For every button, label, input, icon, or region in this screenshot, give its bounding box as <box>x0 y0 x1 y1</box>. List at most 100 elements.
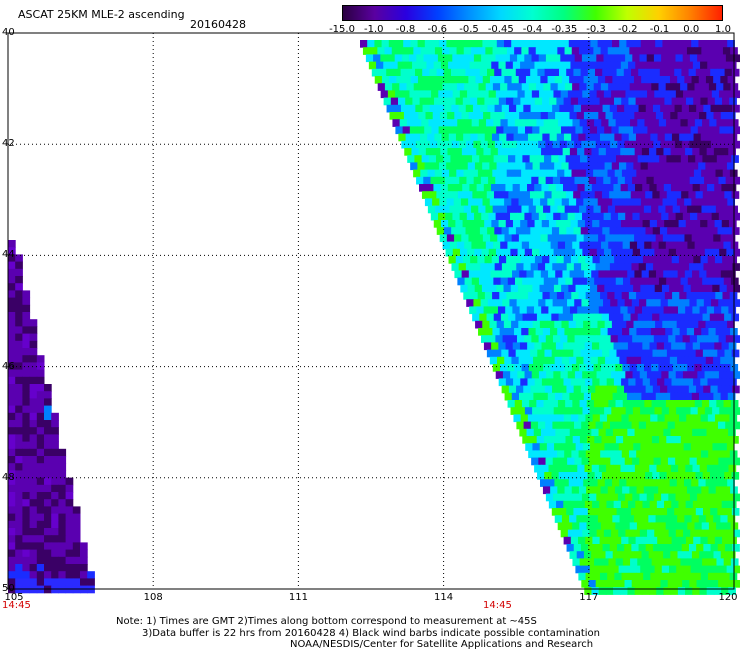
swath-cell <box>482 40 491 48</box>
swath-cell <box>463 133 471 142</box>
swath-cell <box>501 227 510 235</box>
swath-cell <box>558 277 566 286</box>
swath-cell <box>707 97 716 106</box>
swath-cell <box>58 578 67 587</box>
swath-cell <box>710 104 719 113</box>
swath-cell <box>36 463 45 471</box>
swath-cell <box>585 378 593 387</box>
swath-cell <box>29 326 38 335</box>
swath-cell <box>588 299 597 307</box>
swath-cell <box>709 277 718 286</box>
swath-cell <box>625 371 634 379</box>
swath-cell <box>437 54 446 63</box>
swath-cell <box>439 198 448 207</box>
swath-cell <box>504 234 513 243</box>
swath-cell <box>641 428 650 437</box>
swath-cell <box>699 112 707 120</box>
swath-cell <box>631 227 639 235</box>
swath-cell <box>548 184 557 192</box>
swath-cell <box>661 54 669 63</box>
swath-cell <box>569 112 578 120</box>
swath-cell <box>607 572 615 581</box>
swath-cell <box>521 205 530 214</box>
swath-cell <box>591 428 600 437</box>
swath-cell <box>525 443 533 451</box>
swath-cell <box>514 83 523 91</box>
swath-cell <box>508 385 517 394</box>
swath-cell <box>541 148 549 156</box>
swath-cell <box>705 40 714 48</box>
swath-cell <box>643 133 651 142</box>
swath-cell <box>571 292 579 300</box>
swath-cell <box>519 306 528 315</box>
swath-cell <box>489 284 497 293</box>
swath-cell <box>604 407 612 415</box>
swath-cell <box>22 513 31 522</box>
swath-cell <box>29 420 38 428</box>
swath-cell <box>589 529 598 538</box>
swath-cell <box>36 448 45 457</box>
swath-cell <box>658 83 667 91</box>
swath-cell <box>693 414 702 423</box>
swath-cell <box>607 364 616 372</box>
swath-cell <box>432 40 440 48</box>
swath-cell <box>475 234 484 243</box>
swath-cell <box>565 119 573 127</box>
swath-cell <box>656 342 665 351</box>
swath-cell <box>497 356 505 365</box>
swath-cell <box>569 306 578 315</box>
swath-cell <box>536 241 544 250</box>
swath-cell <box>606 97 615 106</box>
swath-cell <box>528 364 537 372</box>
time-label-right: 14:45 <box>483 600 512 611</box>
swath-cell <box>595 263 604 271</box>
swath-cell <box>430 176 439 185</box>
swath-cell <box>727 479 735 487</box>
swath-cell <box>711 90 720 99</box>
swath-cell <box>731 472 740 480</box>
swath-cell <box>376 61 384 70</box>
swath-cell <box>446 234 455 243</box>
swath-cell <box>36 578 45 587</box>
swath-cell <box>725 263 733 271</box>
swath-cell <box>499 364 508 372</box>
swath-cell <box>708 522 717 531</box>
swath-cell <box>550 328 558 336</box>
swath-cell <box>397 61 406 70</box>
swath-cell <box>700 536 709 545</box>
swath-cell <box>459 176 467 185</box>
swath-cell <box>728 587 736 595</box>
swath-cell <box>434 133 443 142</box>
swath-cell <box>461 270 470 279</box>
swath-cell <box>560 407 569 415</box>
swath-cell <box>711 371 720 379</box>
swath-cell <box>362 47 371 55</box>
swath-cell <box>732 176 740 185</box>
swath-cell <box>559 299 568 307</box>
swath-cell <box>508 191 517 199</box>
swath-cell <box>410 40 419 48</box>
swath-cell <box>717 227 726 235</box>
swath-cell <box>708 169 717 178</box>
swath-cell <box>687 241 696 250</box>
swath-cell <box>656 184 665 192</box>
swath-cell <box>695 436 703 444</box>
swath-cell <box>646 371 655 379</box>
swath-cell <box>702 277 710 286</box>
swath-cell <box>673 436 682 444</box>
swath-cell <box>8 319 16 327</box>
swath-cell <box>517 126 526 135</box>
swath-cell <box>508 68 517 77</box>
swath-cell <box>512 306 521 315</box>
swath-cell <box>527 414 536 423</box>
swath-cell <box>653 493 662 502</box>
swath-cell <box>407 68 416 77</box>
swath-cell <box>454 270 463 279</box>
swath-cell <box>631 104 640 113</box>
swath-cell <box>386 68 394 77</box>
swath-cell <box>674 508 682 516</box>
swath-cell <box>643 169 652 178</box>
swath-cell <box>15 297 23 306</box>
swath-cell <box>594 436 602 444</box>
swath-cell <box>506 97 514 106</box>
